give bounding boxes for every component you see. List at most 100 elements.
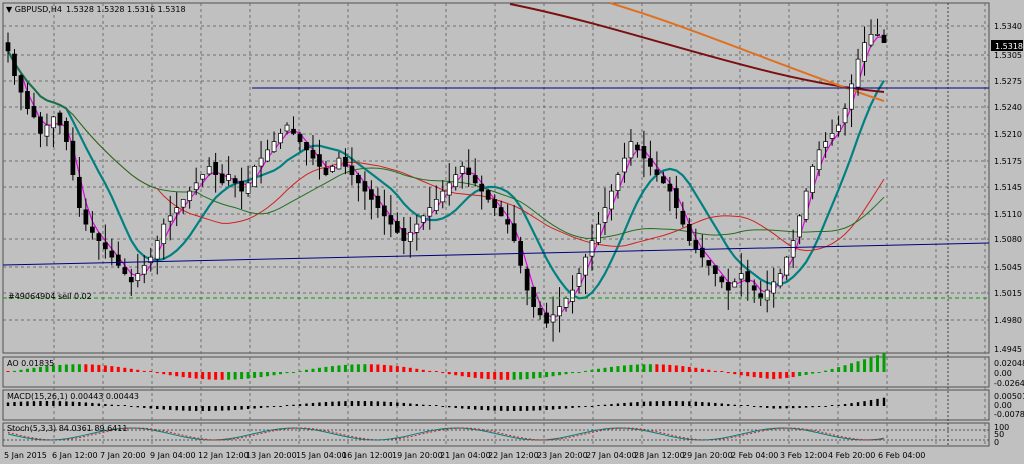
ao-bar — [356, 364, 360, 372]
ao-bar — [181, 372, 185, 378]
ao-bar — [434, 371, 438, 372]
candle-body — [706, 260, 712, 266]
macd-bar — [876, 398, 879, 406]
macd-bar — [753, 406, 756, 407]
macd-bar — [305, 403, 308, 406]
ao-bar — [395, 366, 399, 372]
candle-body — [206, 166, 212, 175]
macd-bar — [571, 406, 574, 408]
candle-body — [719, 276, 725, 283]
candle-body — [686, 223, 692, 241]
macd-bar — [740, 405, 743, 406]
ao-axis-mid: 0.00 — [994, 369, 1012, 378]
macd-bar — [837, 404, 840, 406]
macd-bar — [525, 406, 529, 411]
ao-bar — [194, 372, 198, 379]
ao-bar — [551, 372, 555, 377]
candle-body — [797, 215, 802, 238]
macd-bar — [324, 402, 328, 406]
ao-bar — [220, 372, 224, 380]
ao-bar — [259, 372, 263, 378]
candle-body — [641, 146, 647, 159]
candle-body — [511, 223, 517, 241]
candle-body — [5, 42, 11, 52]
candle-body — [849, 83, 854, 110]
ao-bar — [188, 372, 192, 378]
candle-body — [382, 205, 387, 217]
candle-body — [193, 182, 199, 190]
ao-bar — [337, 365, 341, 372]
ao-bar — [512, 372, 516, 380]
stoch-main-line — [7, 427, 885, 441]
ao-bar — [149, 371, 153, 372]
ao-bar — [343, 364, 347, 372]
candle-body — [375, 195, 381, 208]
rising-trend-line[interactable] — [2, 242, 990, 266]
ao-bar — [811, 372, 815, 374]
candle-body — [122, 267, 128, 274]
ao-bar — [266, 372, 270, 377]
candle-body — [635, 144, 640, 151]
candle-body — [498, 207, 504, 217]
time-tick: 3 Feb 12:00 — [780, 451, 827, 460]
candle-body — [219, 173, 225, 184]
candle-body — [531, 286, 536, 307]
macd-label: MACD(15,26,1) 0.00443 0.00443 — [7, 392, 139, 401]
macd-bar — [285, 405, 289, 406]
price-tick: 1.5175 — [994, 157, 1022, 166]
macd-bar — [220, 406, 224, 411]
macd-bar — [882, 397, 886, 406]
macd-bar — [727, 404, 730, 406]
ao-bar — [246, 372, 250, 379]
price-badge: 1.5318 — [995, 42, 1023, 51]
price-tick: 1.5110 — [994, 210, 1022, 219]
ao-bar — [103, 365, 107, 372]
candle-body — [667, 183, 673, 192]
macd-bar — [590, 406, 594, 407]
macd-bar — [623, 402, 626, 406]
macd-bar — [19, 401, 23, 406]
macd-bar — [798, 406, 801, 408]
ao-bar — [460, 372, 464, 377]
candle-body — [524, 268, 530, 291]
candle-body — [226, 174, 231, 181]
ao-axis-top: 0.02048 — [994, 359, 1024, 368]
macd-bar — [856, 402, 860, 406]
ao-bar — [64, 364, 68, 372]
macd-bar — [843, 404, 847, 406]
candle-body — [472, 175, 478, 184]
candle-body — [343, 156, 348, 167]
macd-bar — [169, 406, 172, 410]
candle-body — [725, 282, 731, 291]
candle-body — [583, 256, 588, 276]
moving-average-lines — [7, 2, 885, 319]
price-tick: 1.5275 — [994, 77, 1022, 86]
macd-bar — [422, 404, 425, 406]
macd-bar — [785, 406, 788, 409]
macd-bar — [480, 406, 483, 410]
ao-bar — [142, 370, 146, 372]
candle-body — [589, 240, 595, 257]
ao-bar — [532, 372, 536, 379]
ao-bar — [58, 364, 62, 372]
candle-body — [777, 273, 783, 287]
ao-bar — [648, 364, 652, 372]
ao-bar — [882, 353, 886, 372]
macd-bar — [720, 403, 723, 406]
candle-body — [868, 34, 874, 46]
macd-bar — [149, 406, 152, 409]
ao-bar — [25, 368, 29, 372]
macd-bar — [869, 400, 873, 406]
macd-bar — [266, 406, 269, 408]
candle-body — [628, 141, 634, 159]
ao-bar — [616, 366, 620, 372]
macd-bar — [311, 402, 315, 406]
candle-body — [557, 306, 562, 317]
ao-bar — [577, 372, 581, 373]
candle-body — [161, 223, 167, 245]
candle-body — [803, 190, 809, 220]
ao-bar — [369, 364, 373, 372]
ao-bar — [856, 361, 860, 372]
candle-body — [745, 271, 751, 283]
